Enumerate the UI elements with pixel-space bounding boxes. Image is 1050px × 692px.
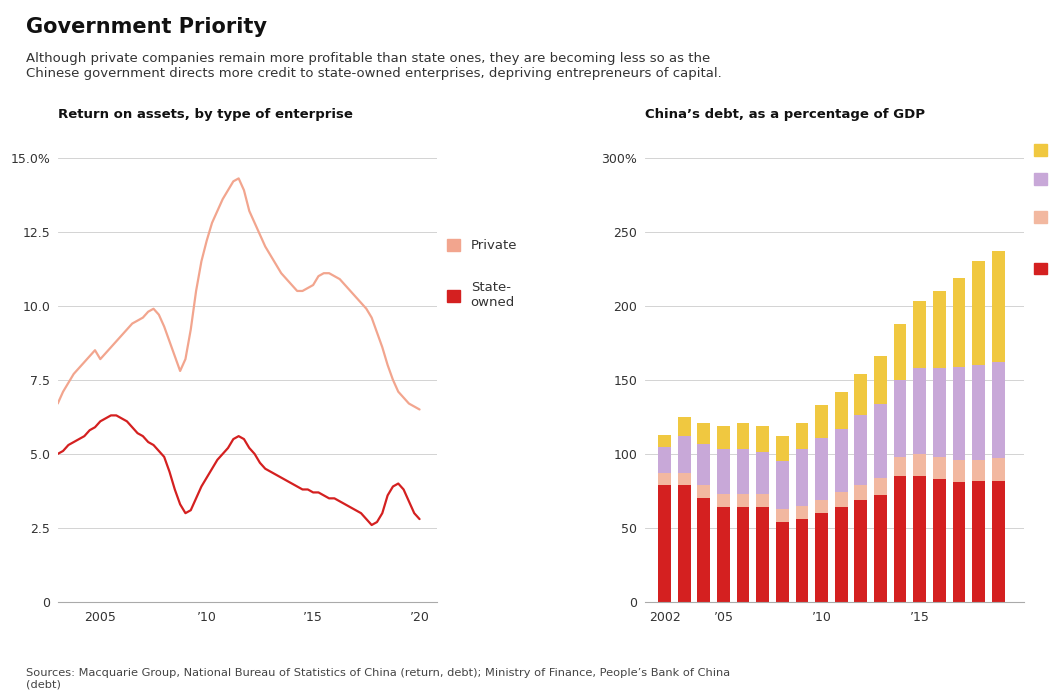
Bar — [933, 457, 946, 479]
Bar — [855, 415, 867, 485]
Bar — [972, 480, 985, 602]
Bar — [678, 417, 691, 436]
Bar — [815, 513, 828, 602]
Bar — [894, 380, 906, 457]
Bar — [697, 444, 710, 485]
Bar — [952, 367, 965, 459]
Bar — [992, 251, 1005, 362]
Bar — [658, 435, 671, 446]
Bar — [678, 485, 691, 602]
Bar — [737, 507, 750, 602]
Bar — [717, 426, 730, 450]
Bar — [874, 477, 887, 495]
Bar — [933, 479, 946, 602]
Bar — [796, 423, 808, 450]
Bar — [914, 368, 926, 454]
Bar — [678, 473, 691, 485]
Bar — [992, 362, 1005, 458]
Bar — [697, 485, 710, 498]
Bar — [933, 291, 946, 368]
Bar — [678, 436, 691, 473]
Bar — [776, 436, 789, 462]
Bar — [776, 522, 789, 602]
Bar — [737, 450, 750, 494]
Text: China’s debt, as a percentage of GDP: China’s debt, as a percentage of GDP — [645, 108, 925, 121]
Bar — [815, 405, 828, 437]
Bar — [835, 507, 847, 602]
Bar — [914, 301, 926, 368]
Bar — [952, 460, 965, 482]
Bar — [737, 423, 750, 450]
Bar — [914, 476, 926, 602]
Bar — [894, 457, 906, 476]
Bar — [717, 507, 730, 602]
Bar — [874, 403, 887, 477]
Bar — [835, 429, 847, 493]
Text: Although private companies remain more profitable than state ones, they are beco: Although private companies remain more p… — [26, 52, 722, 80]
Bar — [972, 460, 985, 480]
Bar — [756, 494, 769, 507]
Bar — [835, 493, 847, 507]
Bar — [952, 277, 965, 367]
Bar — [697, 423, 710, 444]
Bar — [776, 462, 789, 509]
Bar — [776, 509, 789, 522]
Bar — [658, 473, 671, 485]
Bar — [717, 494, 730, 507]
Bar — [855, 485, 867, 500]
Bar — [874, 356, 887, 403]
Bar — [796, 519, 808, 602]
Bar — [796, 506, 808, 519]
Bar — [658, 446, 671, 473]
Bar — [874, 495, 887, 602]
Bar — [992, 458, 1005, 480]
Bar — [815, 500, 828, 513]
Bar — [894, 324, 906, 380]
Bar — [756, 507, 769, 602]
Bar — [658, 485, 671, 602]
Bar — [756, 426, 769, 453]
Legend: Private, State-
owned: Private, State- owned — [447, 239, 518, 309]
Bar — [933, 368, 946, 457]
Text: Return on assets, by type of enterprise: Return on assets, by type of enterprise — [58, 108, 353, 121]
Bar — [992, 480, 1005, 602]
Bar — [972, 262, 985, 365]
Bar — [737, 494, 750, 507]
Text: Government Priority: Government Priority — [26, 17, 268, 37]
Bar — [717, 450, 730, 494]
Bar — [855, 500, 867, 602]
Legend: Household, Government, Private
corporate, State-
owned
enterprise: Household, Government, Private corporate… — [1034, 144, 1050, 289]
Bar — [894, 476, 906, 602]
Text: Sources: Macquarie Group, National Bureau of Statistics of China (return, debt);: Sources: Macquarie Group, National Burea… — [26, 668, 731, 689]
Bar — [914, 454, 926, 476]
Bar — [796, 450, 808, 506]
Bar — [756, 453, 769, 494]
Bar — [815, 437, 828, 500]
Bar — [972, 365, 985, 459]
Bar — [855, 374, 867, 415]
Bar — [835, 392, 847, 429]
Bar — [952, 482, 965, 602]
Bar — [697, 498, 710, 602]
